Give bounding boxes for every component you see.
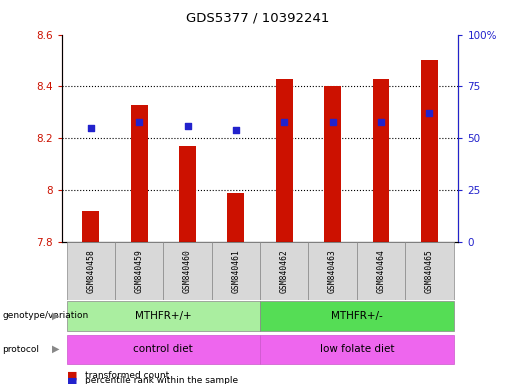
Text: control diet: control diet xyxy=(133,344,193,354)
Text: ■: ■ xyxy=(67,371,77,381)
Bar xyxy=(260,301,454,331)
Bar xyxy=(82,211,99,242)
Bar xyxy=(212,242,260,300)
Bar xyxy=(228,193,244,242)
Text: transformed count: transformed count xyxy=(85,371,169,379)
Text: genotype/variation: genotype/variation xyxy=(3,311,89,320)
Bar xyxy=(421,61,438,242)
Point xyxy=(183,123,192,129)
Text: protocol: protocol xyxy=(3,345,40,354)
Text: MTHFR+/+: MTHFR+/+ xyxy=(135,311,192,321)
Text: GSM840465: GSM840465 xyxy=(425,249,434,293)
Point xyxy=(232,127,240,133)
Text: GDS5377 / 10392241: GDS5377 / 10392241 xyxy=(186,12,329,25)
Point xyxy=(329,119,337,125)
Bar xyxy=(276,79,293,242)
Text: GSM840463: GSM840463 xyxy=(328,249,337,293)
Bar xyxy=(405,242,454,300)
Text: GSM840461: GSM840461 xyxy=(231,249,241,293)
Bar xyxy=(66,301,260,331)
Text: ▶: ▶ xyxy=(52,311,59,321)
Bar xyxy=(308,242,357,300)
Text: GSM840459: GSM840459 xyxy=(135,249,144,293)
Point xyxy=(87,125,95,131)
Point xyxy=(280,119,288,125)
Bar xyxy=(260,334,454,364)
Text: percentile rank within the sample: percentile rank within the sample xyxy=(85,376,238,384)
Point xyxy=(135,119,143,125)
Point xyxy=(377,119,385,125)
Bar xyxy=(66,334,260,364)
Text: MTHFR+/-: MTHFR+/- xyxy=(331,311,383,321)
Text: ▶: ▶ xyxy=(52,344,59,354)
Point xyxy=(425,110,434,116)
Bar xyxy=(115,242,163,300)
Bar xyxy=(324,86,341,242)
Text: GSM840464: GSM840464 xyxy=(376,249,385,293)
Bar xyxy=(66,242,115,300)
Bar xyxy=(357,242,405,300)
Text: low folate diet: low folate diet xyxy=(319,344,394,354)
Text: GSM840462: GSM840462 xyxy=(280,249,289,293)
Bar xyxy=(179,146,196,242)
Text: GSM840458: GSM840458 xyxy=(87,249,95,293)
Bar xyxy=(372,79,389,242)
Bar xyxy=(260,242,308,300)
Text: ■: ■ xyxy=(67,376,77,384)
Bar xyxy=(131,104,148,242)
Bar xyxy=(163,242,212,300)
Text: GSM840460: GSM840460 xyxy=(183,249,192,293)
